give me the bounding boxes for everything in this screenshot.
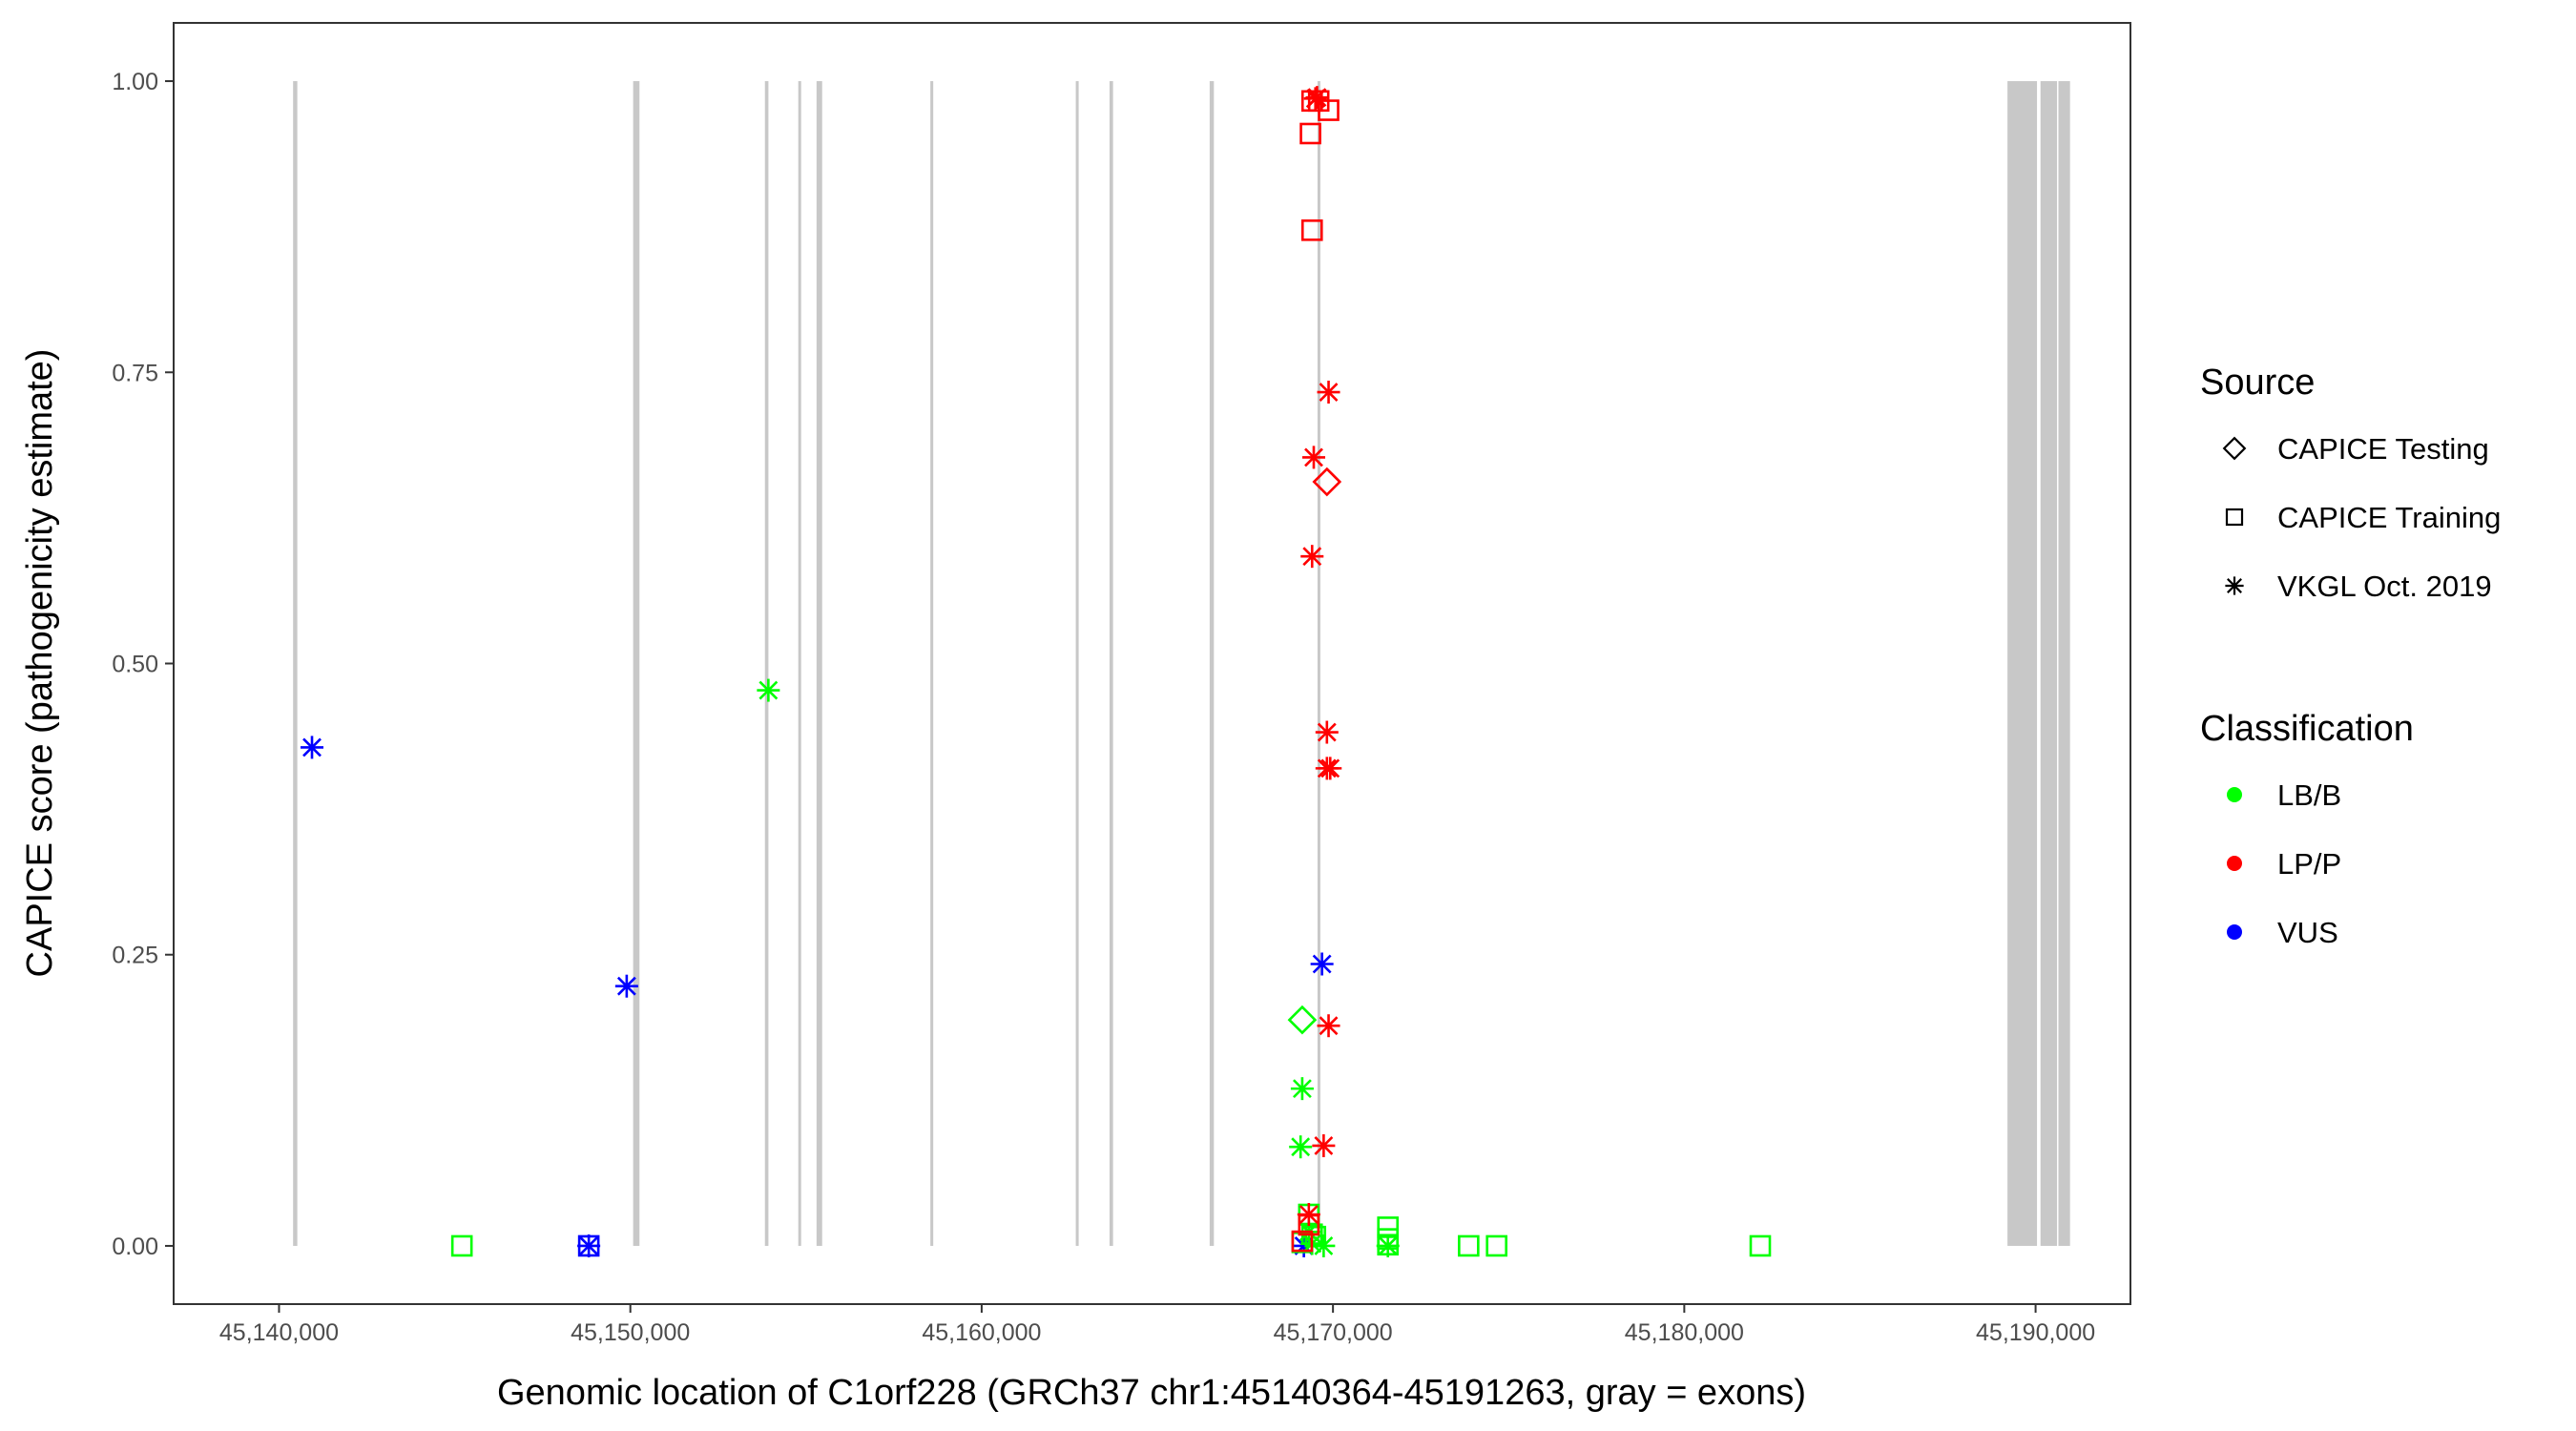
y-tick-label: 1.00: [112, 69, 158, 95]
legend-item-classification: LP/P: [2227, 847, 2341, 881]
legend-title-source: Source: [2200, 363, 2315, 403]
data-point: [614, 974, 638, 998]
x-axis-title: Genomic location of C1orf228 (GRCh37 chr…: [497, 1373, 1806, 1413]
legend-label: VUS: [2277, 916, 2338, 949]
legend-title-classification: Classification: [2200, 709, 2414, 749]
x-axis: 45,140,000 45,150,000 45,160,000 45,170,000…: [219, 1304, 2095, 1346]
legend-key-dot: [2227, 787, 2242, 802]
legend-label: CAPICE Training: [2277, 501, 2501, 534]
exon-band: [293, 81, 298, 1246]
data-point: [1312, 1133, 1336, 1157]
x-tick-label: 45,150,000: [571, 1319, 690, 1346]
exon-band: [633, 81, 640, 1246]
legend-item-classification: LB/B: [2227, 778, 2341, 812]
data-point: [577, 1234, 600, 1257]
data-point: [1289, 1135, 1313, 1159]
plot-panel-border: [173, 22, 2131, 1305]
legend-label: LP/P: [2277, 847, 2341, 881]
data-point: [1377, 1216, 1400, 1238]
legend-label: VKGL Oct. 2019: [2277, 570, 2492, 603]
exon-band: [798, 81, 801, 1246]
data-point: [1310, 952, 1334, 976]
data-point: [1312, 467, 1342, 497]
legend-label: LB/B: [2277, 778, 2341, 812]
data-point: [1312, 1234, 1336, 1257]
legend-item-source: CAPICE Training: [2225, 501, 2501, 534]
data-point: [1318, 99, 1340, 121]
data-point: [1317, 1014, 1340, 1038]
x-tick-label: 45,160,000: [922, 1319, 1041, 1346]
y-axis-title: CAPICE score (pathogenicity estimate): [20, 349, 60, 978]
data-point: [1300, 545, 1324, 569]
exon-band: [816, 81, 822, 1246]
y-tick-label: 0.75: [112, 360, 158, 386]
exon-band: [2040, 81, 2058, 1246]
y-axis: 0.00 0.25 0.50 0.75 1.00: [112, 69, 174, 1260]
data-point: [450, 1234, 473, 1257]
data-point: [301, 736, 324, 759]
data-point: [1749, 1234, 1772, 1257]
data-point: [1376, 1234, 1400, 1257]
data-point: [1298, 1213, 1320, 1236]
y-tick-label: 0.25: [112, 943, 158, 969]
y-tick-label: 0.00: [112, 1234, 158, 1260]
legend-item-source: VKGL Oct. 2019: [2225, 570, 2492, 603]
data-point: [1299, 122, 1321, 145]
exon-band: [764, 81, 769, 1246]
exon-band: [1109, 81, 1113, 1246]
legend-item-classification: VUS: [2227, 916, 2338, 949]
legend-item-source: CAPICE Testing: [2222, 432, 2489, 466]
exon-band: [1209, 81, 1215, 1246]
data-point: [577, 1234, 601, 1257]
data-point: [1485, 1234, 1507, 1257]
data-point: [1291, 1230, 1314, 1253]
exon-band: [2058, 81, 2070, 1246]
x-tick-label: 45,180,000: [1625, 1319, 1744, 1346]
legend-key-dot: [2227, 924, 2242, 940]
data-point: [1287, 1005, 1318, 1035]
legend-key-dot: [2227, 856, 2242, 871]
data-point: [1300, 219, 1323, 241]
data-point: [1317, 381, 1340, 404]
x-tick-label: 45,170,000: [1274, 1319, 1393, 1346]
legend: Source CAPICE Testing CAPICE Training VKGL…: [2200, 363, 2501, 949]
exon-band: [1075, 81, 1079, 1246]
x-tick-label: 45,140,000: [219, 1319, 339, 1346]
legend-label: CAPICE Testing: [2277, 432, 2489, 466]
data-point: [1301, 446, 1325, 469]
data-points: [301, 86, 1772, 1257]
data-point: [1290, 1077, 1314, 1101]
data-point: [757, 678, 780, 702]
exon-band: [1317, 81, 1320, 1246]
data-point: [1315, 720, 1339, 744]
exon-band: [930, 81, 934, 1246]
exon-bands: [293, 81, 2070, 1246]
x-tick-label: 45,190,000: [1976, 1319, 2095, 1346]
data-point: [1458, 1234, 1480, 1257]
y-tick-label: 0.50: [112, 652, 158, 678]
data-point: [1319, 757, 1342, 780]
exon-band: [2007, 81, 2038, 1246]
